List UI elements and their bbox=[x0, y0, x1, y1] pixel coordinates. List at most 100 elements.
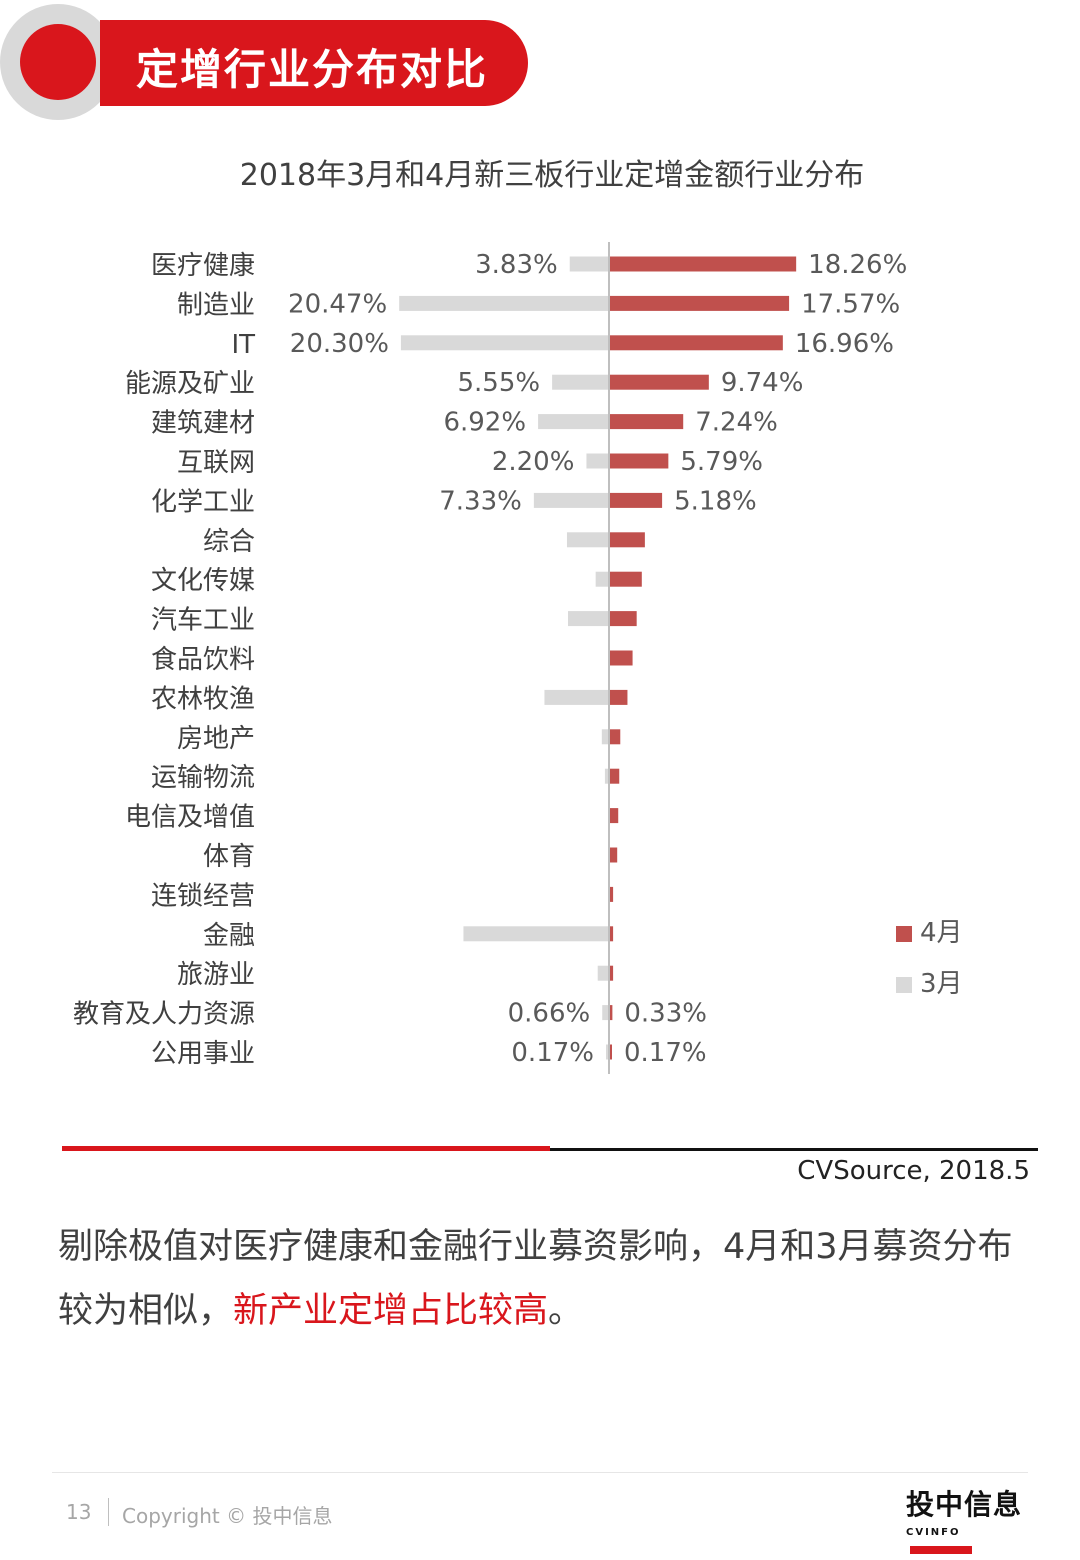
data-label-march: 0.66% bbox=[508, 999, 591, 1029]
bar-march bbox=[597, 965, 609, 981]
category-label: 文化传媒 bbox=[151, 566, 255, 596]
bar-april bbox=[609, 256, 797, 272]
bar-march bbox=[552, 374, 609, 390]
data-label-march: 20.30% bbox=[290, 329, 389, 359]
data-label-april: 9.74% bbox=[721, 368, 804, 398]
category-label: 食品饮料 bbox=[151, 645, 255, 675]
data-label-march: 3.83% bbox=[475, 250, 558, 280]
bar-april bbox=[609, 611, 637, 627]
bar-april bbox=[609, 414, 684, 430]
logo-bar bbox=[910, 1545, 972, 1554]
category-label: 综合 bbox=[203, 527, 255, 557]
header-band bbox=[100, 20, 528, 106]
summary-text-end: 。 bbox=[548, 1291, 584, 1331]
bar-april bbox=[609, 886, 614, 902]
bar-april bbox=[609, 1005, 613, 1021]
legend-item-march: 3月 bbox=[896, 963, 963, 1000]
divider-red bbox=[62, 1146, 550, 1151]
divider-black bbox=[62, 1148, 1038, 1151]
data-label-april: 5.79% bbox=[680, 447, 763, 477]
bar-march bbox=[463, 926, 609, 942]
bar-march bbox=[602, 1005, 609, 1021]
bar-march bbox=[544, 689, 609, 705]
bar-april bbox=[609, 808, 619, 824]
source-note: CVSource, 2018.5 bbox=[797, 1156, 1030, 1186]
header-circle-inner bbox=[20, 24, 96, 100]
bar-march bbox=[601, 729, 609, 745]
data-label-march: 7.33% bbox=[439, 486, 522, 516]
category-label: 金融 bbox=[203, 921, 255, 951]
legend-item-april: 4月 bbox=[896, 912, 963, 949]
data-label-march: 20.47% bbox=[288, 289, 387, 319]
legend-label-april: 4月 bbox=[920, 918, 963, 948]
data-label-march: 2.20% bbox=[492, 447, 575, 477]
legend-label-march: 3月 bbox=[920, 969, 963, 999]
category-label: 制造业 bbox=[177, 290, 255, 320]
bar-april bbox=[609, 650, 633, 666]
bar-march bbox=[566, 532, 609, 548]
bar-march bbox=[595, 571, 609, 587]
category-label: 医疗健康 bbox=[151, 251, 255, 281]
summary-text: 剔除极值对医疗健康和金融行业募资影响，4月和3月募资分布较为相似，新产业定增占比… bbox=[58, 1215, 1038, 1343]
bar-april bbox=[609, 374, 709, 390]
footer-divider bbox=[52, 1472, 1028, 1473]
category-label: 体育 bbox=[203, 842, 255, 872]
bar-april bbox=[609, 335, 783, 351]
bar-march bbox=[604, 768, 609, 784]
footer-separator bbox=[108, 1498, 109, 1526]
category-label: 农林牧渔 bbox=[151, 684, 255, 714]
bar-march bbox=[568, 611, 609, 627]
category-label: 建筑建材 bbox=[151, 409, 255, 439]
data-label-march: 5.55% bbox=[458, 368, 541, 398]
legend-swatch-march bbox=[896, 976, 912, 993]
category-label: 房地产 bbox=[177, 724, 255, 754]
bar-april bbox=[609, 571, 642, 587]
bar-april bbox=[609, 729, 621, 745]
bar-april bbox=[609, 1044, 612, 1060]
category-label: IT bbox=[231, 330, 255, 360]
bar-april bbox=[609, 532, 645, 548]
category-label: 汽车工业 bbox=[151, 606, 255, 636]
logo-text-en: CVINFO bbox=[906, 1527, 961, 1538]
category-label: 化学工业 bbox=[151, 487, 255, 517]
category-label: 教育及人力资源 bbox=[73, 1000, 255, 1030]
data-label-april: 0.33% bbox=[624, 999, 707, 1029]
page-title: 定增行业分布对比 bbox=[136, 45, 489, 94]
data-label-april: 5.18% bbox=[674, 486, 757, 516]
data-label-april: 16.96% bbox=[795, 329, 894, 359]
bar-april bbox=[609, 492, 663, 508]
data-label-april: 18.26% bbox=[808, 250, 907, 280]
page-number: 13 bbox=[66, 1500, 92, 1524]
chart-title: 2018年3月和4月新三板行业定增金额行业分布 bbox=[239, 158, 865, 193]
bar-april bbox=[609, 295, 790, 311]
copyright: Copyright © 投中信息 bbox=[122, 1504, 333, 1528]
category-label: 运输物流 bbox=[151, 763, 255, 793]
bar-april bbox=[609, 453, 669, 469]
category-label: 连锁经营 bbox=[151, 881, 255, 911]
bar-april bbox=[609, 768, 620, 784]
logo-text-cn: 投中信息 bbox=[906, 1488, 1023, 1521]
bar-april bbox=[609, 926, 614, 942]
bar-march bbox=[533, 492, 609, 508]
bar-march bbox=[400, 335, 609, 351]
summary-highlight: 新产业定增占比较高 bbox=[233, 1291, 549, 1331]
bar-april bbox=[609, 965, 614, 981]
bar-march bbox=[586, 453, 609, 469]
category-label: 能源及矿业 bbox=[125, 369, 255, 399]
category-label: 公用事业 bbox=[151, 1039, 255, 1069]
bar-chart: 医疗健康 3.83% 18.26% 制造业 20.47% 17.57% IT 20.30% 16… bbox=[73, 242, 907, 1074]
data-label-april: 7.24% bbox=[695, 408, 778, 438]
category-label: 旅游业 bbox=[177, 960, 255, 990]
data-label-march: 6.92% bbox=[443, 408, 526, 438]
legend-swatch-april bbox=[896, 925, 912, 942]
bar-march bbox=[538, 414, 609, 430]
summary-text-main: 剔除极值对医疗健康和金融行业募资影响，4月和3月募资分布较为相似， bbox=[58, 1227, 1013, 1331]
bar-march bbox=[399, 295, 609, 311]
data-label-april: 0.17% bbox=[624, 1038, 707, 1068]
category-label: 互联网 bbox=[177, 448, 255, 478]
bar-april bbox=[609, 847, 618, 863]
bar-april bbox=[609, 689, 628, 705]
data-label-april: 17.57% bbox=[801, 289, 900, 319]
data-label-march: 0.17% bbox=[511, 1038, 594, 1068]
bar-march bbox=[569, 256, 609, 272]
